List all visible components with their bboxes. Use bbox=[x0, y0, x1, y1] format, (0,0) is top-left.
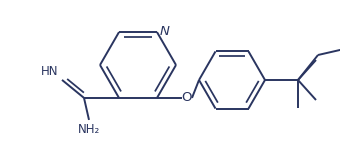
Text: NH₂: NH₂ bbox=[78, 123, 100, 136]
Text: HN: HN bbox=[40, 65, 58, 78]
Text: O: O bbox=[182, 91, 192, 104]
Text: N: N bbox=[160, 25, 170, 38]
